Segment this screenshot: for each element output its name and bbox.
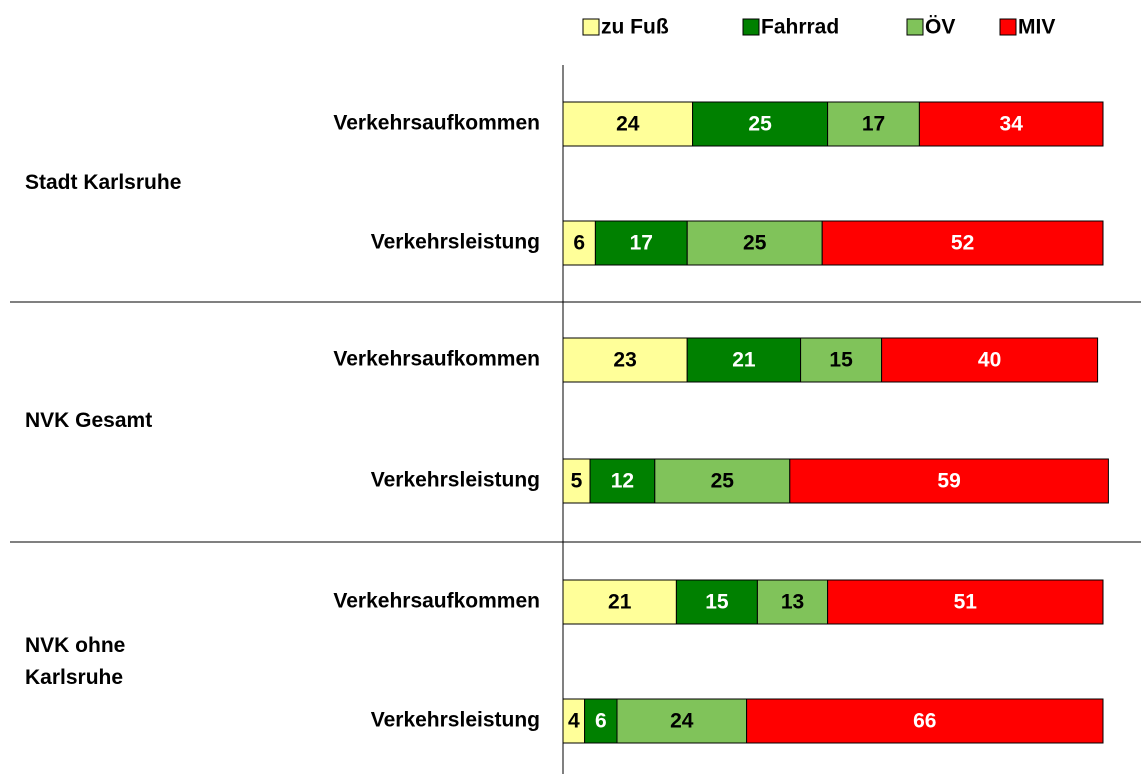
bar-segment	[686, 220, 823, 266]
bar-segment	[881, 337, 1099, 383]
bar-segment	[589, 458, 656, 504]
bar-segment	[821, 220, 1104, 266]
bar-segment	[562, 337, 688, 383]
legend-swatch	[582, 18, 600, 36]
group-label: Stadt Karlsruhe	[25, 171, 182, 194]
data-label: 25	[743, 232, 767, 255]
legend-swatch	[742, 18, 760, 36]
data-label: 5	[571, 470, 583, 493]
category-label: Verkehrsleistung	[371, 709, 540, 732]
legend-label: ÖV	[925, 16, 955, 39]
data-label: 59	[937, 470, 960, 493]
data-label: 6	[573, 232, 585, 255]
data-label: 34	[1000, 113, 1024, 136]
bar-segment	[654, 458, 791, 504]
legend-label: Fahrrad	[761, 16, 839, 39]
data-label: 24	[670, 710, 694, 733]
category-label: Verkehrsaufkommen	[333, 112, 540, 135]
bar-segment	[562, 458, 591, 504]
bar-segment	[562, 579, 677, 625]
data-label: 25	[711, 470, 735, 493]
category-label: Verkehrsaufkommen	[333, 590, 540, 613]
category-label: Verkehrsaufkommen	[333, 348, 540, 371]
data-label: 23	[613, 349, 636, 372]
legend-label: MIV	[1018, 16, 1055, 39]
bar-segment	[675, 579, 758, 625]
data-label: 4	[568, 710, 580, 733]
bar-segment	[686, 337, 802, 383]
group-label: NVK Gesamt	[25, 409, 153, 432]
bar-segment	[756, 579, 829, 625]
legend-label: zu Fuß	[601, 16, 669, 39]
data-label: 15	[829, 349, 853, 372]
bar-segment	[789, 458, 1109, 504]
data-label: 6	[595, 710, 607, 733]
data-label: 13	[781, 591, 804, 614]
data-label: 52	[951, 232, 974, 255]
bar-segment	[562, 220, 596, 266]
legend-swatch	[906, 18, 924, 36]
category-label: Verkehrsleistung	[371, 231, 540, 254]
group-label: NVK ohne Karlsruhe	[25, 634, 126, 689]
data-label: 25	[748, 113, 772, 136]
category-label: Verkehrsleistung	[371, 469, 540, 492]
bar-segment	[594, 220, 688, 266]
data-label: 21	[732, 349, 756, 372]
data-label: 17	[630, 232, 653, 255]
bar-segment	[827, 579, 1104, 625]
bar-segment	[827, 101, 920, 147]
data-label: 17	[862, 113, 885, 136]
bar-segment	[746, 698, 1104, 744]
data-label: 40	[978, 349, 1001, 372]
bar-segment	[562, 101, 694, 147]
data-label: 21	[608, 591, 632, 614]
legend-swatch	[999, 18, 1017, 36]
bar-segment	[918, 101, 1104, 147]
bar-segment	[800, 337, 883, 383]
data-label: 51	[954, 591, 978, 614]
data-label: 15	[705, 591, 729, 614]
data-label: 24	[616, 113, 640, 136]
data-label: 12	[611, 470, 634, 493]
data-label: 66	[913, 710, 936, 733]
bar-segment	[692, 101, 829, 147]
